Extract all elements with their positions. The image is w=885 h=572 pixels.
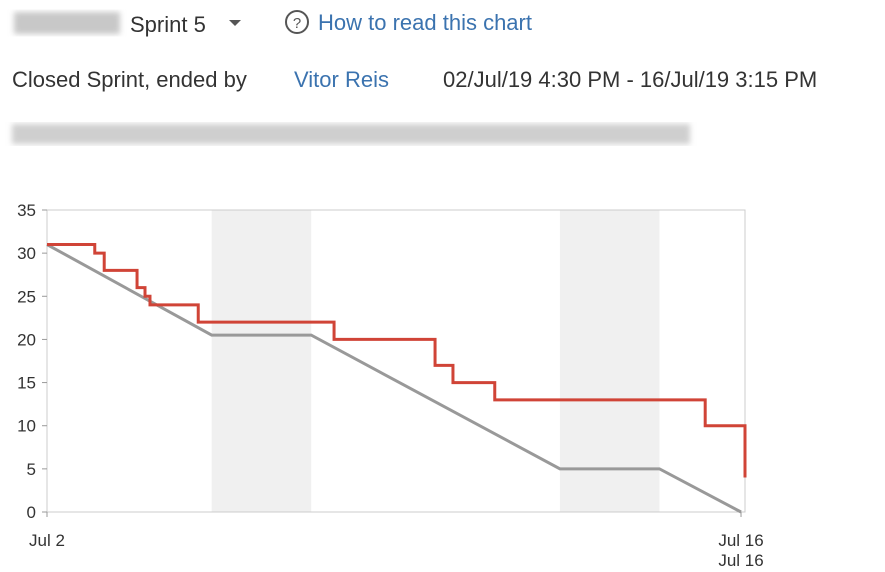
non-working-band (559, 210, 660, 512)
x-tick-label: Jul 2 (29, 531, 65, 550)
y-tick-label: 15 (17, 374, 36, 393)
user-link[interactable]: Vitor Reis (294, 67, 389, 92)
blurred-text (12, 124, 690, 144)
x-tick-label: Jul 16 (718, 531, 763, 550)
guideline (46, 243, 742, 514)
x-end-label: Jul 16 (718, 551, 763, 570)
y-tick-label: 0 (27, 503, 36, 522)
non-working-band (211, 210, 312, 512)
remaining-line (47, 243, 747, 478)
help-icon-glyph: ? (293, 15, 301, 32)
sprint-status: Closed Sprint, ended by (12, 67, 247, 92)
help-icon[interactable] (285, 10, 309, 34)
y-tick-label: 25 (17, 287, 36, 306)
help-link[interactable]: How to read this chart (318, 10, 532, 35)
y-tick-label: 5 (27, 460, 36, 479)
sprint-dates: 02/Jul/19 4:30 PM - 16/Jul/19 3:15 PM (443, 67, 817, 92)
dropdown-caret[interactable] (229, 20, 241, 26)
y-tick-label: 20 (17, 330, 36, 349)
sprint-select[interactable]: Sprint 5 (130, 12, 206, 37)
blurred-text (14, 12, 120, 34)
y-tick-label: 30 (17, 244, 36, 263)
y-tick-label: 35 (17, 201, 36, 220)
y-tick-label: 10 (17, 417, 36, 436)
plot-frame (46, 209, 746, 513)
